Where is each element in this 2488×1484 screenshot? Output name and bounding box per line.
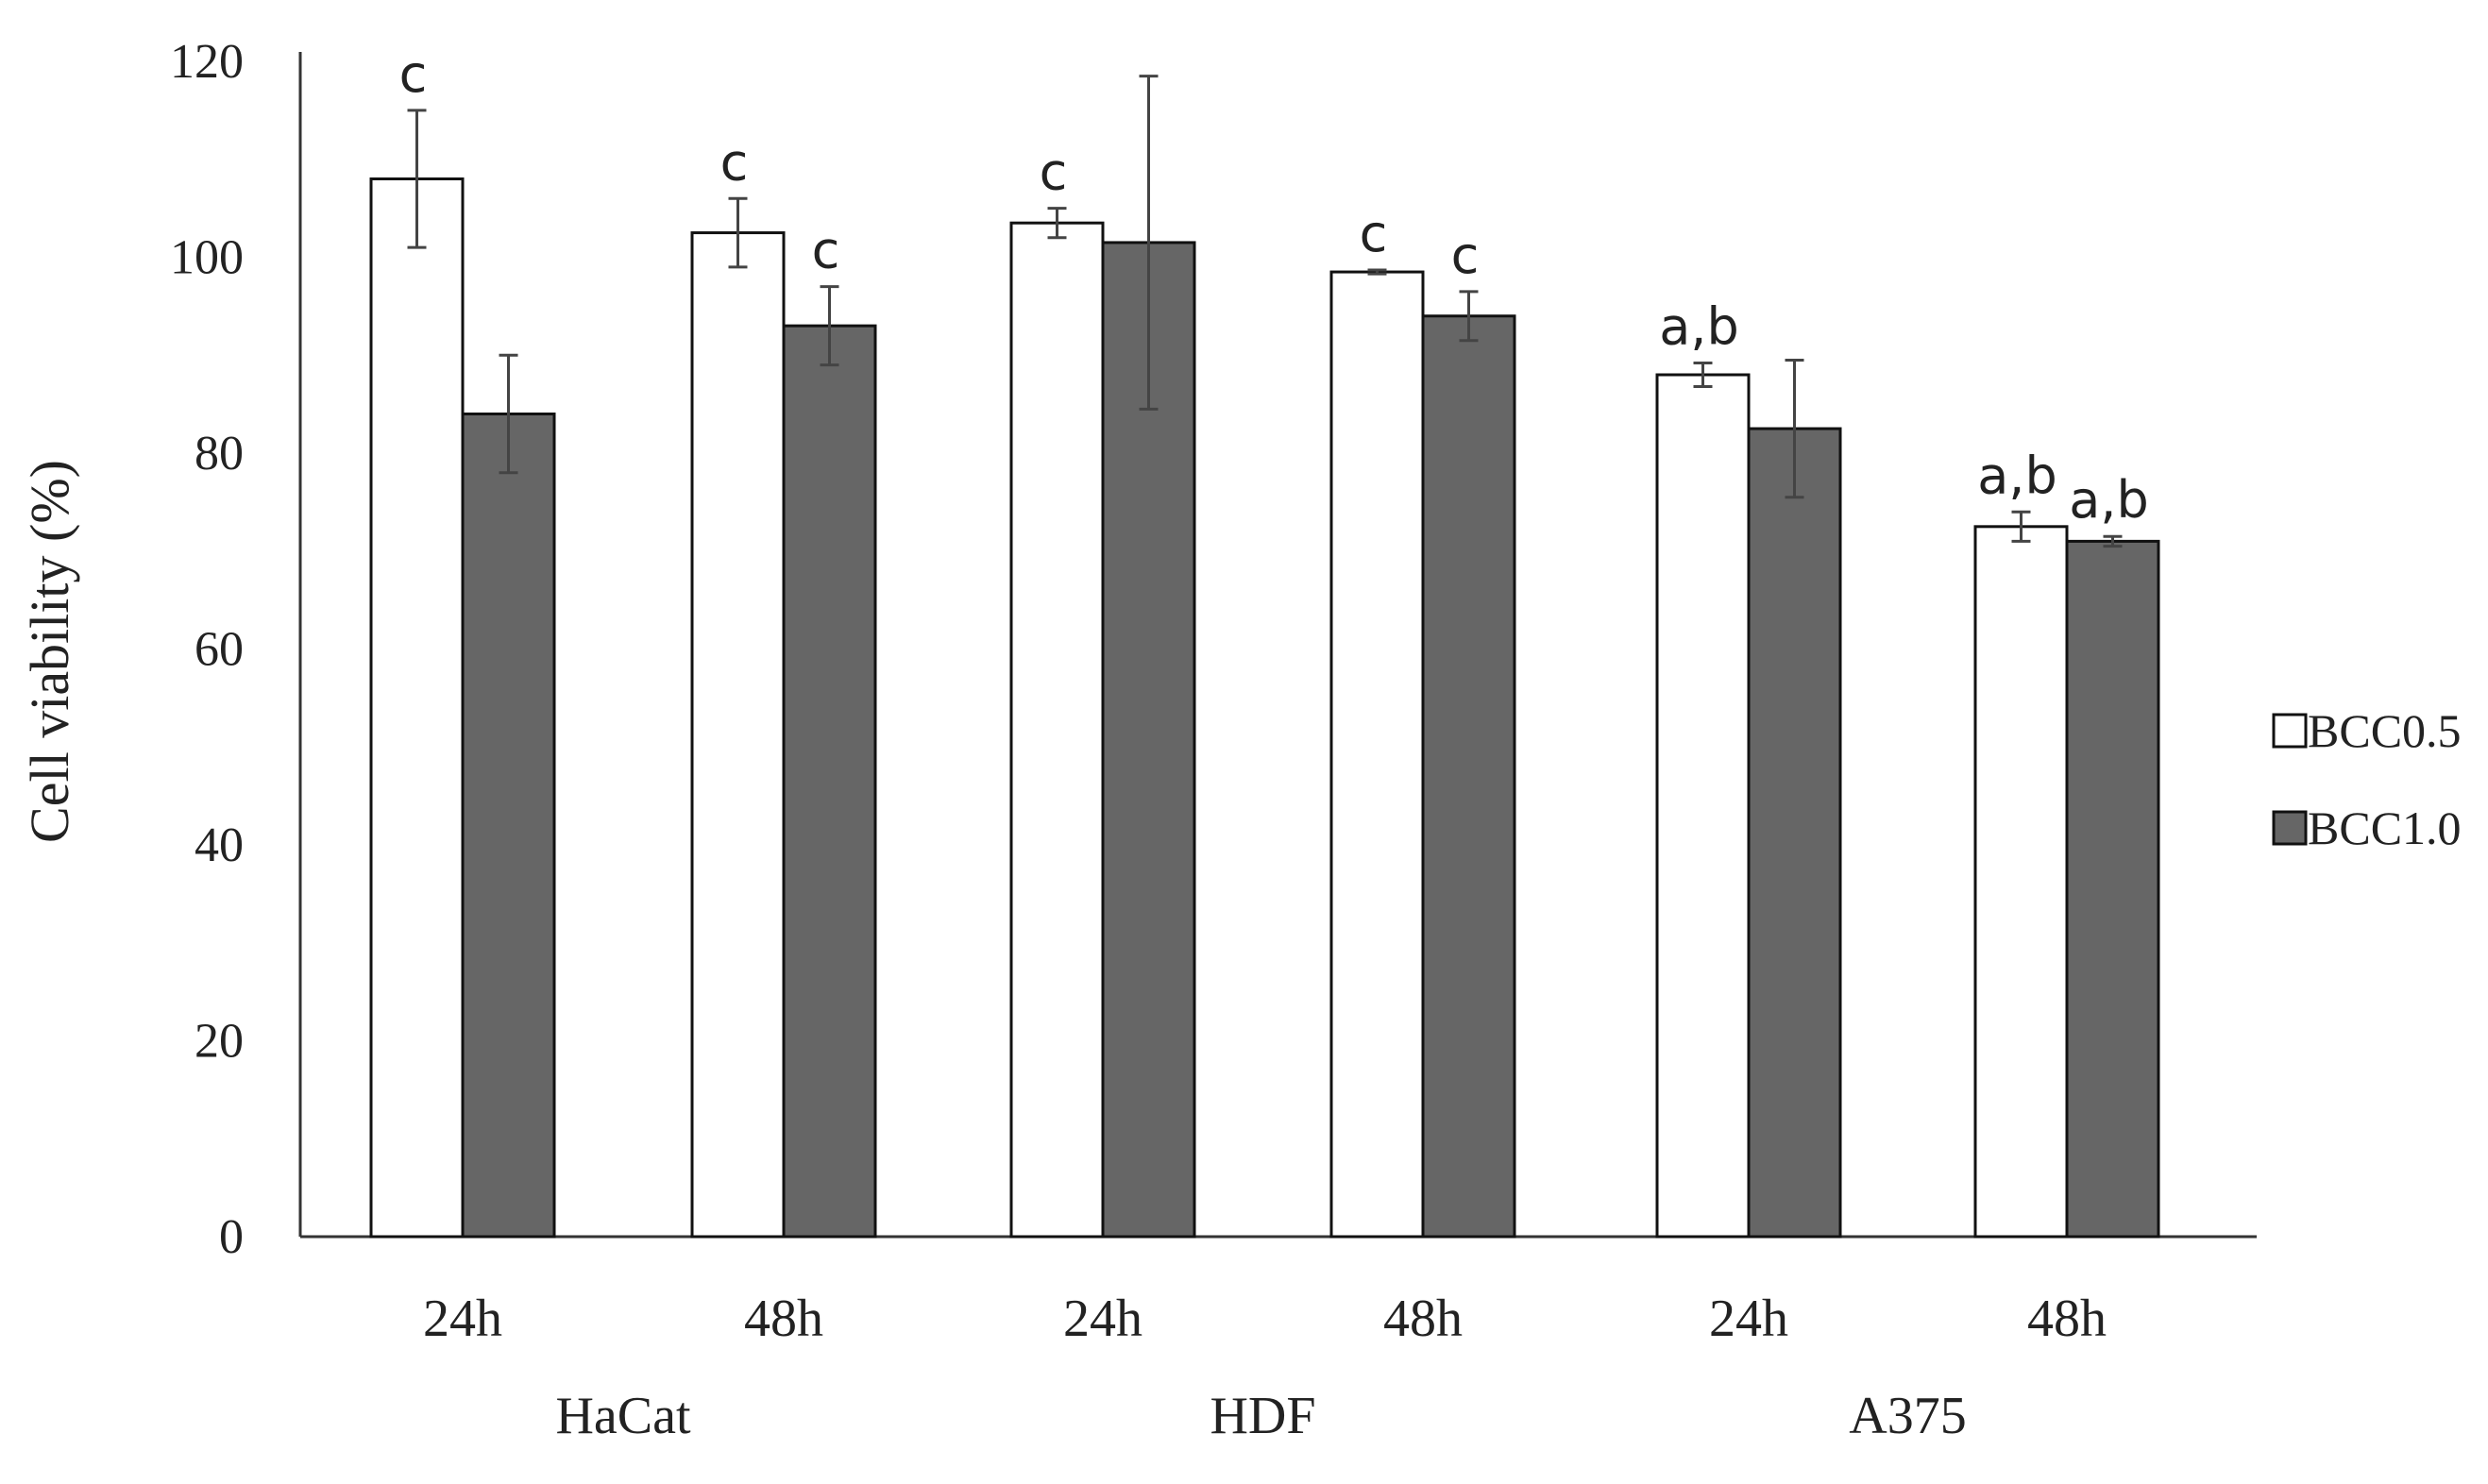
error-bar [1459,290,1479,343]
legend-swatch [2272,713,2308,749]
significance-label: c [1360,204,1388,263]
y-tick-label: 80 [195,427,244,481]
x-tick-label: 48h [744,1290,823,1348]
group-label: HDF [1210,1387,1315,1445]
group-label: A375 [1849,1387,1966,1445]
bar-bcc1-0-3 [1421,314,1516,1239]
error-bar [1047,207,1067,240]
x-tick-label: 48h [2027,1290,2107,1348]
significance-label: c [812,221,840,280]
x-tick-label: 24h [423,1290,502,1348]
bar-bcc1-0-5 [2065,539,2160,1239]
bar-bcc0-5-3 [1329,270,1425,1239]
significance-label: c [720,132,749,192]
legend-label: BCC0.5 [2308,704,2462,757]
error-bar [1693,362,1713,388]
bar-bcc0-5-1 [690,231,786,1239]
error-bar [2011,510,2031,543]
x-tick-label: 24h [1063,1290,1142,1348]
significance-label: a,b [1659,297,1739,357]
y-tick-label: 40 [195,818,244,872]
bar-bcc0-5-5 [1973,525,2069,1239]
error-bar [1139,75,1159,411]
bar-bcc1-0-1 [782,324,877,1239]
bar-bcc1-0-4 [1747,427,1842,1239]
y-tick-label: 60 [195,623,244,677]
bar-bcc0-5-0 [369,177,465,1239]
significance-label: c [1451,226,1480,285]
error-bar [728,196,748,269]
legend-label: BCC1.0 [2308,801,2462,854]
bar-bcc0-5-4 [1655,373,1751,1239]
error-bar [407,109,427,249]
significance-label: c [1040,143,1068,202]
y-tick-label: 100 [170,231,244,285]
x-tick-label: 48h [1383,1290,1463,1348]
error-bar [2103,534,2123,548]
x-tick-label: 24h [1709,1290,1788,1348]
error-bar [820,285,839,367]
error-bar [1367,268,1387,276]
y-tick-label: 120 [170,35,244,89]
bar-bcc1-0-0 [461,413,556,1239]
legend-item: BCC1.0 [2272,801,2462,854]
significance-label: a,b [2069,470,2149,530]
bar-bcc0-5-2 [1009,221,1105,1239]
significance-label: c [399,44,428,104]
y-tick-label: 0 [219,1210,244,1264]
legend-item: BCC0.5 [2272,704,2462,757]
group-label: HaCat [555,1387,691,1445]
error-bar [499,353,518,475]
y-tick-label: 20 [195,1015,244,1069]
y-axis-title: Cell viability (%) [19,460,80,843]
error-bar [1785,358,1804,499]
legend-swatch [2272,810,2308,846]
significance-label: a,b [1977,446,2057,505]
